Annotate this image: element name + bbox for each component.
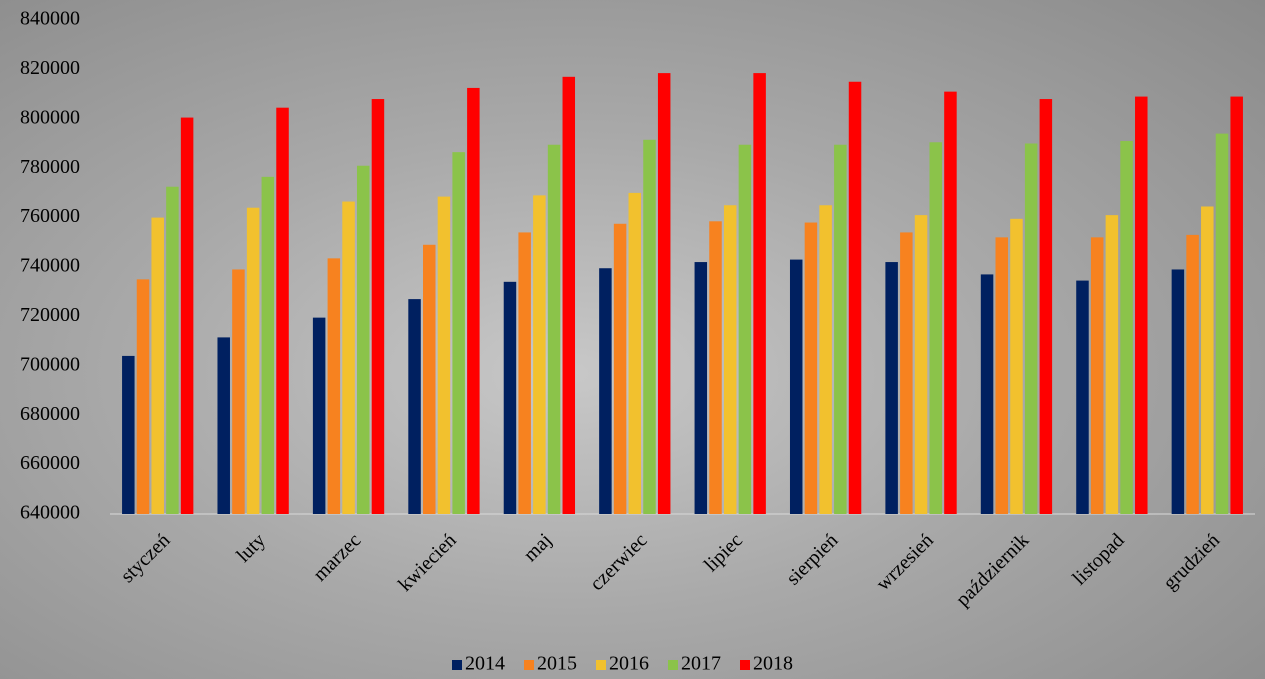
x-tick-label: grudzień: [1159, 529, 1224, 594]
bar: [548, 145, 561, 514]
legend-label: 2014: [465, 653, 505, 675]
y-tick-label: 660000: [20, 452, 80, 474]
bar: [1201, 206, 1214, 514]
bar: [1186, 235, 1199, 514]
bar: [262, 177, 275, 514]
page: 640000 660000 680000 700000 720000 740000 7600…: [0, 0, 1265, 679]
bar: [1216, 134, 1229, 514]
bar: [1076, 281, 1089, 514]
bar: [724, 205, 737, 514]
legend-swatch: [596, 660, 606, 670]
bar: [1040, 99, 1053, 514]
bar: [504, 282, 516, 514]
bar: [1120, 141, 1133, 514]
y-tick-label: 760000: [20, 205, 80, 227]
bar: [629, 193, 642, 514]
bar: [915, 215, 928, 514]
legend-label: 2017: [681, 653, 721, 675]
bar: [357, 166, 370, 514]
x-tick-label: luty: [232, 529, 270, 567]
bar: [137, 279, 150, 514]
legend-label: 2018: [753, 653, 793, 675]
bar: [885, 262, 898, 514]
bar: [739, 145, 752, 514]
legend-swatch: [740, 660, 750, 670]
y-tick-label: 780000: [20, 156, 80, 178]
bar: [981, 274, 994, 514]
bar: [1172, 269, 1185, 514]
bar: [423, 245, 436, 514]
x-tick-label: listopad: [1068, 529, 1128, 589]
bar: [805, 223, 818, 514]
bar: [1025, 144, 1038, 515]
bar: [695, 262, 708, 514]
legend-swatch: [524, 660, 534, 670]
bar: [438, 197, 451, 514]
bar: [217, 337, 230, 514]
x-tick-label: październik: [952, 529, 1034, 611]
bar: [247, 208, 260, 514]
bar: [518, 232, 531, 514]
bar: [1230, 97, 1243, 514]
y-tick-label: 720000: [20, 304, 80, 326]
bar: [452, 152, 465, 514]
y-tick-label: 740000: [20, 255, 80, 277]
bar: [232, 269, 245, 514]
bar: [929, 142, 942, 514]
x-tick-label: czerwiec: [586, 529, 652, 595]
bar: [1010, 219, 1023, 514]
bar: [467, 88, 480, 514]
legend-label: 2016: [609, 653, 649, 675]
x-tick-label: maj: [519, 529, 556, 566]
bar: [944, 92, 957, 514]
y-tick-label: 840000: [20, 8, 80, 30]
x-tick-label: kwiecień: [394, 529, 461, 596]
bar: [834, 145, 847, 514]
bar: [996, 237, 1009, 514]
bar: [151, 218, 164, 514]
x-tick-label: wrzesień: [872, 529, 938, 595]
bar: [658, 73, 671, 514]
bar: [753, 73, 766, 514]
bar: [342, 202, 355, 514]
bar: [276, 108, 289, 514]
bar: [900, 232, 913, 514]
bar: [563, 77, 576, 514]
bar: [372, 99, 385, 514]
chart: 640000 660000 680000 700000 720000 740000 7600…: [0, 0, 1265, 679]
bar: [614, 224, 627, 514]
bar: [709, 221, 722, 514]
x-tick-label: styczeń: [117, 529, 175, 587]
bar: [328, 258, 341, 514]
bar: [122, 356, 135, 514]
y-tick-label: 800000: [20, 106, 80, 128]
bar: [599, 268, 612, 514]
bar: [1106, 215, 1119, 514]
bar: [849, 82, 862, 514]
legend-swatch: [452, 660, 462, 670]
legend-label: 2015: [537, 653, 577, 675]
bar: [790, 260, 803, 514]
y-tick-label: 640000: [20, 502, 80, 524]
bar: [181, 118, 194, 514]
bar: [1135, 97, 1148, 514]
bar: [1091, 237, 1104, 514]
bar: [533, 195, 546, 514]
y-tick-label: 700000: [20, 353, 80, 375]
y-tick-label: 680000: [20, 403, 80, 425]
x-tick-label: lipiec: [700, 529, 747, 576]
bar: [313, 318, 326, 514]
bar: [166, 187, 179, 514]
x-tick-label: sierpień: [782, 529, 842, 589]
y-tick-label: 820000: [20, 57, 80, 79]
legend-swatch: [668, 660, 678, 670]
x-tick-label: marzec: [309, 529, 365, 585]
bar: [408, 299, 421, 514]
bar: [819, 205, 832, 514]
bar: [643, 140, 656, 514]
